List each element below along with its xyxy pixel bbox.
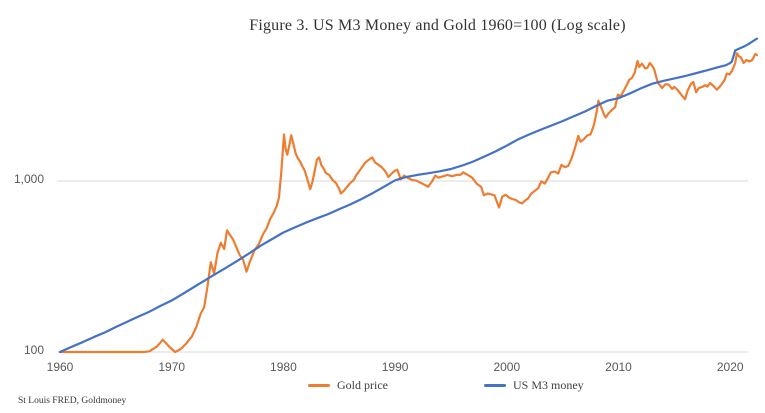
gold-series-swatch: [308, 384, 330, 387]
series-line-us-m3-money: [58, 37, 759, 354]
x-tick-label: 2010: [605, 360, 632, 374]
y-tick-label: 100: [24, 343, 44, 357]
legend-item-gold: Gold price: [308, 378, 388, 393]
series-line-gold-price: [58, 52, 759, 354]
x-tick-label: 1970: [158, 360, 185, 374]
y-tick-label: 1,000: [14, 172, 44, 186]
x-tick-label: 1960: [47, 360, 74, 374]
m3-series-swatch: [484, 384, 506, 387]
legend-label-m3: US M3 money: [513, 378, 584, 392]
legend-label-gold: Gold price: [337, 378, 388, 392]
chart-title: Figure 3. US M3 Money and Gold 1960=100 …: [249, 17, 626, 34]
x-tick-label: 1990: [382, 360, 409, 374]
x-tick-label: 2000: [493, 360, 520, 374]
legend-item-m3: US M3 money: [484, 378, 584, 393]
source-note: St Louis FRED, Goldmoney: [18, 396, 127, 406]
x-tick-label: 2020: [717, 360, 744, 374]
x-tick-label: 1980: [270, 360, 297, 374]
